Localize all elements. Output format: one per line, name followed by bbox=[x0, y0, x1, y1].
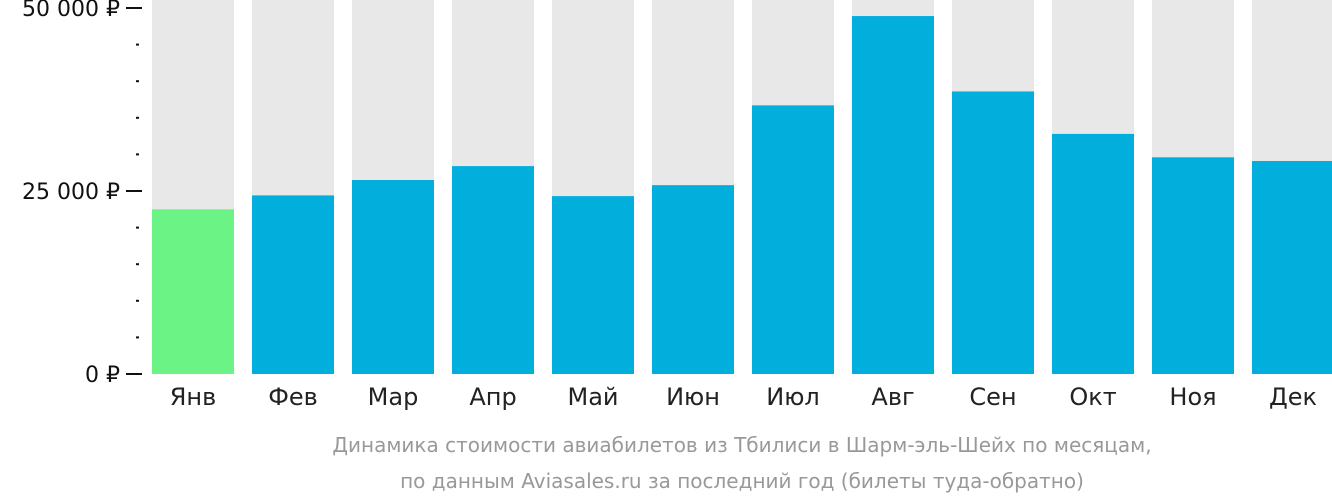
y-tick-label-2: 25 000 ₽ bbox=[22, 180, 120, 205]
x-tick-label-3: Мар bbox=[368, 383, 419, 411]
x-tick-label-8: Авг bbox=[871, 383, 914, 411]
x-tick-label-9: Сен bbox=[969, 383, 1016, 411]
y-tick-label-3: 50 000 ₽ bbox=[22, 0, 120, 22]
x-tick-label-4: Апр bbox=[469, 383, 516, 411]
bar-6 bbox=[652, 185, 734, 374]
bar-3 bbox=[352, 180, 434, 374]
x-tick-label-2: Фев bbox=[268, 383, 318, 411]
chart-caption-line-2: по данным Aviasales.ru за последний год … bbox=[400, 469, 1084, 493]
bar-8 bbox=[852, 16, 934, 374]
chart-caption-line-1: Динамика стоимости авиабилетов из Тбилис… bbox=[332, 433, 1151, 457]
bar-9 bbox=[952, 91, 1034, 374]
x-tick-label-1: Янв bbox=[170, 383, 217, 411]
y-tick-label-1: 0 ₽ bbox=[85, 363, 120, 388]
x-tick-label-10: Окт bbox=[1069, 383, 1116, 411]
bar-1 bbox=[152, 209, 234, 374]
bar-5 bbox=[552, 196, 634, 374]
bar-2 bbox=[252, 195, 334, 374]
y-axis: 0 ₽ 25 000 ₽ 50 000 ₽ bbox=[22, 0, 142, 388]
x-axis-labels: Янв Фев Мар Апр Май Июн Июл Авг Сен Окт Ноя Дек bbox=[170, 383, 1317, 411]
x-tick-label-5: Май bbox=[567, 383, 618, 411]
bar-4 bbox=[452, 166, 534, 374]
x-tick-label-7: Июл bbox=[766, 383, 820, 411]
bar-7 bbox=[752, 105, 834, 374]
bar-11 bbox=[1152, 157, 1234, 374]
bars bbox=[152, 16, 1332, 374]
bar-10 bbox=[1052, 133, 1134, 374]
x-tick-label-12: Дек bbox=[1269, 383, 1317, 411]
x-tick-label-6: Июн bbox=[666, 383, 720, 411]
x-tick-label-11: Ноя bbox=[1169, 383, 1216, 411]
bar-12 bbox=[1252, 160, 1332, 374]
